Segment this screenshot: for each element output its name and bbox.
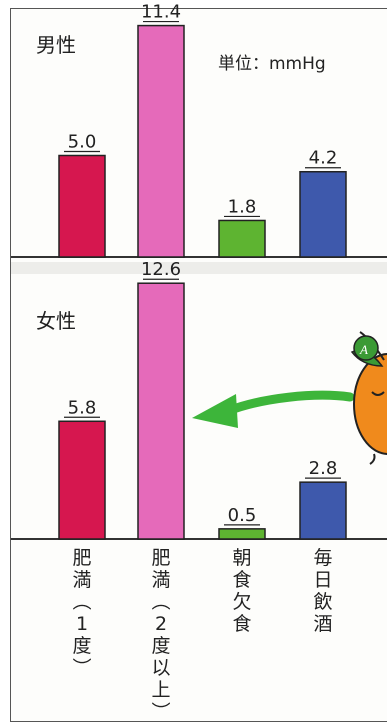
- male-bar-2: [137, 24, 185, 258]
- category-label-3-char-4: 食: [232, 613, 251, 635]
- female-bar-3: [218, 528, 266, 540]
- category-label-3-char-2: 食: [232, 569, 251, 591]
- male-bars: 5.0 11.4 1.8 4.2: [58, 2, 347, 258]
- category-label-2-char-3: （: [149, 591, 171, 610]
- category-label-1-char-4: 1: [76, 613, 88, 635]
- category-label-4-char-4: 酒: [313, 613, 332, 635]
- male-value-label-1: 5.0: [68, 132, 97, 153]
- male-value-label-2: 11.4: [141, 2, 181, 23]
- chart-frame: [10, 8, 387, 722]
- male-value-label-4: 4.2: [309, 148, 338, 169]
- male-bar-1: [58, 154, 106, 258]
- male-bar-3: [218, 219, 266, 258]
- category-label-2-char-2: 満: [151, 569, 170, 591]
- category-label-3-char-1: 朝: [232, 547, 251, 569]
- mascot-leaf-letter: A: [359, 342, 368, 357]
- category-label-1-char-6: ）: [70, 657, 92, 676]
- category-label-2-char-8: ）: [149, 701, 171, 720]
- female-bar-2: [137, 282, 185, 540]
- category-label-1-char-3: （: [70, 591, 92, 610]
- category-label-1-char-5: 度: [72, 635, 91, 657]
- female-value-label-3: 0.5: [228, 505, 257, 526]
- unit-label: 単位：mmHg: [218, 54, 326, 74]
- category-label-2-char-5: 度: [151, 635, 170, 657]
- category-label-3-char-3: 欠: [232, 591, 251, 613]
- female-panel-title: 女性: [36, 309, 76, 333]
- category-label-2-char-1: 肥: [151, 547, 170, 569]
- category-label-4-char-2: 日: [313, 569, 332, 591]
- category-label-1-char-2: 満: [72, 569, 91, 591]
- male-panel-title: 男性: [36, 33, 76, 57]
- category-label-4-char-3: 飲: [313, 591, 332, 613]
- orange-mascot-icon: A: [350, 331, 387, 465]
- panel-divider: [11, 262, 387, 274]
- pointer-arrow-icon: [192, 390, 355, 428]
- male-value-label-3: 1.8: [228, 196, 257, 217]
- female-value-label-4: 2.8: [309, 458, 338, 479]
- male-bar-4: [299, 170, 347, 258]
- female-value-label-1: 5.8: [68, 397, 97, 418]
- category-label-4-char-1: 毎: [313, 547, 332, 569]
- category-label-2-char-6: 以: [151, 657, 170, 679]
- female-value-label-2: 12.6: [141, 259, 181, 280]
- female-bar-1: [58, 420, 106, 540]
- female-bars: 5.8 12.6 0.5 2.8: [58, 259, 347, 540]
- category-label-1-char-1: 肥: [72, 547, 91, 569]
- category-label-2-char-4: 2: [155, 613, 167, 635]
- category-label-2-char-7: 上: [151, 679, 170, 701]
- female-bar-4: [299, 481, 347, 540]
